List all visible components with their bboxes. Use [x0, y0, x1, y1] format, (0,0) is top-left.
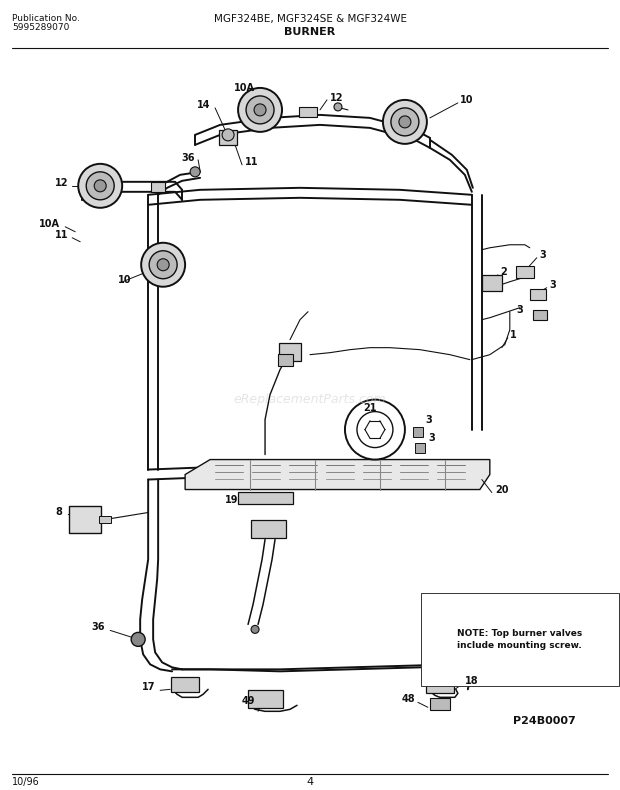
Text: 4: 4 — [306, 777, 314, 788]
Bar — [426, 675, 454, 694]
Text: 8: 8 — [55, 506, 62, 517]
Bar — [533, 310, 547, 320]
Bar — [237, 491, 293, 503]
Text: 48: 48 — [401, 694, 415, 705]
Text: 3: 3 — [517, 305, 523, 314]
Polygon shape — [185, 460, 490, 490]
Text: 21: 21 — [363, 403, 377, 412]
Bar — [279, 343, 301, 361]
Text: 10A: 10A — [39, 219, 60, 229]
Circle shape — [78, 164, 122, 208]
Text: eReplacementParts.com: eReplacementParts.com — [234, 393, 386, 406]
Circle shape — [222, 129, 234, 141]
Circle shape — [345, 400, 405, 460]
Text: 19: 19 — [224, 495, 238, 505]
Circle shape — [391, 108, 419, 136]
Text: 14: 14 — [197, 100, 210, 110]
Text: BURNER: BURNER — [285, 27, 335, 37]
Text: 1: 1 — [510, 329, 516, 340]
Bar — [516, 265, 534, 278]
Circle shape — [383, 100, 427, 144]
Circle shape — [251, 626, 259, 634]
Text: 17: 17 — [141, 683, 155, 692]
Bar — [413, 427, 423, 437]
Circle shape — [254, 104, 266, 116]
Circle shape — [157, 259, 169, 271]
Bar — [299, 107, 317, 117]
Bar — [151, 182, 165, 192]
Circle shape — [190, 167, 200, 177]
Text: 11: 11 — [245, 157, 259, 167]
Bar — [219, 130, 237, 145]
Text: 3: 3 — [550, 280, 557, 290]
Bar — [247, 690, 283, 709]
Bar — [278, 354, 293, 366]
Text: MGF324BE, MGF324SE & MGF324WE: MGF324BE, MGF324SE & MGF324WE — [213, 14, 407, 24]
Circle shape — [141, 243, 185, 287]
Text: 5995289070: 5995289070 — [12, 23, 69, 32]
Text: 10A: 10A — [234, 83, 255, 93]
Bar — [482, 275, 502, 291]
Bar — [69, 506, 101, 533]
Circle shape — [399, 116, 411, 128]
Text: 36: 36 — [182, 152, 195, 163]
Circle shape — [86, 172, 114, 200]
Bar — [99, 516, 111, 524]
Text: 10: 10 — [460, 95, 473, 105]
Bar — [171, 677, 199, 692]
Circle shape — [334, 103, 342, 111]
Bar — [430, 698, 450, 710]
Text: 20: 20 — [495, 484, 508, 495]
Text: 36: 36 — [92, 623, 105, 633]
Circle shape — [94, 180, 106, 192]
Circle shape — [246, 96, 274, 124]
Text: Publication No.: Publication No. — [12, 14, 80, 23]
Text: 3: 3 — [540, 250, 546, 260]
Circle shape — [357, 412, 393, 448]
Text: 3: 3 — [428, 433, 435, 442]
Text: P24B0007: P24B0007 — [513, 717, 576, 726]
Text: 11: 11 — [55, 230, 68, 240]
Text: 12: 12 — [330, 93, 343, 103]
Circle shape — [149, 250, 177, 279]
Circle shape — [238, 88, 282, 132]
Text: 10/96: 10/96 — [12, 777, 40, 788]
Bar — [415, 442, 425, 453]
Bar — [250, 521, 286, 539]
Text: 10: 10 — [118, 275, 131, 284]
Text: 18: 18 — [465, 676, 479, 687]
Bar — [529, 289, 546, 300]
Circle shape — [131, 632, 145, 646]
Text: NOTE: Top burner valves
include mounting screw.: NOTE: Top burner valves include mounting… — [457, 629, 582, 650]
Text: 3: 3 — [425, 415, 432, 424]
Text: 12: 12 — [55, 178, 68, 188]
Text: 49: 49 — [241, 696, 255, 706]
Text: 2: 2 — [500, 267, 507, 276]
